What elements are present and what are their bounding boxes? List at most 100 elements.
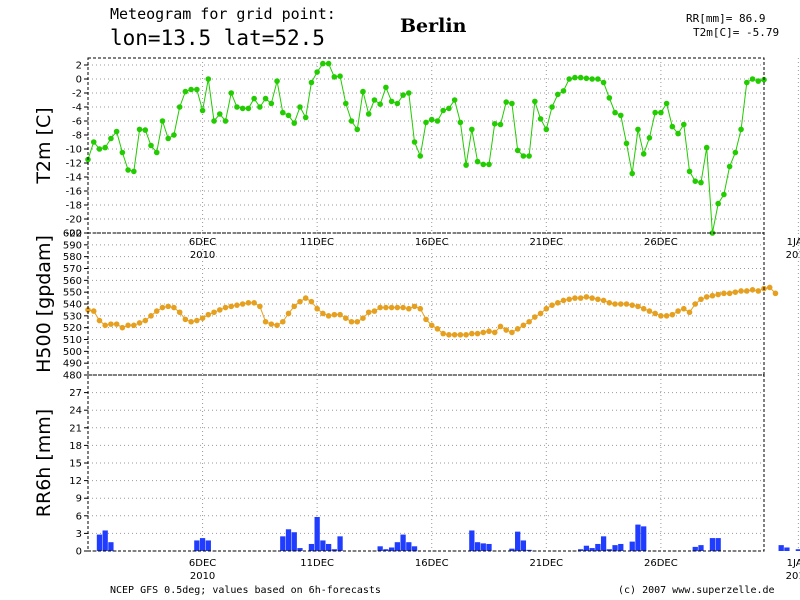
temperature-point bbox=[131, 168, 137, 175]
temperature-point bbox=[572, 74, 578, 81]
precip-bar bbox=[486, 543, 492, 551]
y-tick-label: -16 bbox=[66, 187, 82, 198]
date-tick-label: 1JAN bbox=[787, 237, 800, 248]
geopotential-point bbox=[113, 321, 120, 327]
footer-source: NCEP GFS 0.5deg; values based on 6h-fore… bbox=[110, 585, 381, 596]
geopotential-point bbox=[703, 294, 710, 300]
date-tick-label: 6DEC bbox=[189, 558, 216, 569]
precip-bar bbox=[692, 546, 698, 551]
y-tick-label: 12 bbox=[69, 476, 82, 487]
geopotential-point bbox=[600, 297, 607, 304]
temperature-point bbox=[360, 88, 366, 95]
geopotential-point bbox=[566, 296, 573, 303]
precip-bar bbox=[629, 541, 635, 551]
geopotential-point bbox=[744, 288, 750, 294]
geopotential-point bbox=[715, 291, 721, 298]
temperature-point bbox=[480, 161, 487, 168]
geopotential-point bbox=[652, 310, 658, 317]
precip-bar bbox=[394, 542, 400, 551]
geopotential-point bbox=[148, 313, 154, 319]
precip-bar bbox=[320, 540, 326, 551]
geopotential-point bbox=[365, 309, 372, 316]
geopotential-point bbox=[119, 324, 126, 331]
temperature-point bbox=[176, 104, 183, 110]
precip-bar bbox=[388, 547, 395, 551]
y-tick-label: -10 bbox=[66, 145, 82, 156]
precip-bar bbox=[589, 548, 595, 551]
temperature-point bbox=[371, 97, 378, 103]
geopotential-point bbox=[211, 309, 217, 316]
temperature-point bbox=[486, 161, 492, 168]
geopotential-point bbox=[509, 329, 515, 336]
geopotential-point bbox=[388, 304, 395, 311]
temperature-point bbox=[646, 135, 653, 141]
geopotential-point bbox=[159, 304, 166, 311]
geopotential-point bbox=[171, 304, 177, 311]
temperature-point bbox=[423, 119, 429, 126]
geopotential-point bbox=[749, 287, 756, 293]
temperature-point bbox=[692, 178, 699, 184]
temperature-mean: T2m[C]= -5.79 bbox=[693, 26, 780, 39]
precip-bar bbox=[383, 549, 389, 551]
geopotential-point bbox=[486, 328, 492, 335]
geopotential-point bbox=[738, 288, 744, 294]
geopotential-point bbox=[543, 305, 550, 312]
temperature-point bbox=[285, 112, 292, 119]
date-tick-label: 11DEC bbox=[300, 237, 334, 248]
temperature-point bbox=[549, 104, 555, 110]
temperature-point bbox=[222, 118, 229, 124]
temperature-point bbox=[153, 149, 160, 156]
temperature-point bbox=[617, 112, 624, 119]
temperature-point bbox=[469, 126, 475, 133]
precip-bar bbox=[474, 542, 481, 551]
date-tick-label: 21DEC bbox=[529, 558, 563, 569]
precip-bar bbox=[400, 534, 406, 551]
geopotential-point bbox=[96, 317, 103, 324]
temperature-point bbox=[698, 179, 704, 186]
date-tick-label: 26DEC bbox=[644, 558, 678, 569]
geopotential-point bbox=[520, 322, 527, 329]
y-tick-label: -12 bbox=[66, 159, 82, 170]
temperature-point bbox=[635, 126, 641, 133]
y-tick-label: 24 bbox=[69, 406, 82, 417]
geopotential-point bbox=[612, 301, 618, 307]
geopotential-point bbox=[698, 296, 704, 303]
geopotential-point bbox=[446, 331, 452, 338]
geopotential-point bbox=[337, 311, 343, 318]
y-tick-label: 560 bbox=[63, 276, 82, 287]
temperature-point bbox=[663, 100, 670, 107]
temperature-point bbox=[755, 78, 762, 84]
temperature-point bbox=[291, 120, 298, 126]
precip-bar bbox=[96, 534, 103, 551]
date-tick-label: 26DEC bbox=[644, 237, 678, 248]
precip-bar bbox=[199, 538, 206, 551]
geopotential-point bbox=[549, 302, 555, 308]
precip-bar bbox=[526, 549, 532, 551]
geopotential-point bbox=[245, 300, 252, 306]
geopotential-point bbox=[755, 288, 762, 294]
geopotential-point bbox=[526, 318, 532, 325]
temperature-point bbox=[446, 105, 452, 112]
temperature-point bbox=[377, 101, 383, 107]
y-tick-label: -4 bbox=[72, 103, 82, 114]
geopotential-point bbox=[560, 297, 567, 304]
geopotential-point bbox=[320, 310, 326, 317]
precip-bar bbox=[280, 536, 286, 551]
geopotential-point bbox=[199, 315, 206, 322]
chart-title-coordinates: lon=13.5 lat=52.5 bbox=[110, 26, 325, 50]
geopotential-point bbox=[285, 310, 292, 317]
geopotential-point bbox=[257, 303, 263, 310]
geopotential-point bbox=[228, 303, 235, 310]
geopotential-point bbox=[595, 296, 601, 303]
geopotential-point bbox=[239, 301, 246, 307]
temperature-point bbox=[394, 100, 401, 107]
geopotential-point bbox=[646, 308, 653, 314]
y-tick-label: 18 bbox=[69, 441, 82, 452]
geopotential-point bbox=[766, 284, 773, 291]
geopotential-point bbox=[726, 290, 733, 297]
temperature-frame bbox=[87, 57, 765, 234]
year-tick-label: 2010 bbox=[190, 571, 215, 582]
precip-bar bbox=[194, 540, 200, 551]
geopotential-point bbox=[142, 317, 149, 324]
date-tick-label: 16DEC bbox=[415, 237, 449, 248]
